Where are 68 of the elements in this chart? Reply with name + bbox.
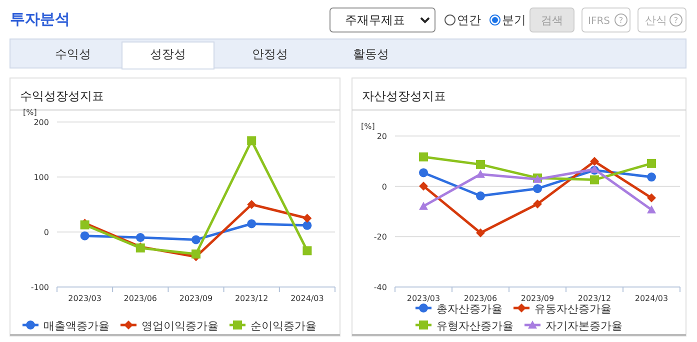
text: 검색 bbox=[541, 14, 563, 27]
point bbox=[302, 214, 312, 223]
x-tick-label: 2023/03 bbox=[68, 294, 102, 303]
point bbox=[476, 228, 485, 238]
point bbox=[419, 152, 428, 162]
legend-label: 자기자본증가율 bbox=[546, 320, 622, 332]
point bbox=[247, 200, 256, 209]
point bbox=[476, 170, 485, 178]
x-tick-label: 2024/03 bbox=[634, 294, 668, 303]
x-tick-label: 2023/09 bbox=[520, 294, 554, 303]
point bbox=[419, 182, 428, 191]
point bbox=[80, 231, 90, 240]
point bbox=[302, 246, 312, 256]
point bbox=[647, 193, 656, 202]
x-tick-label: 2023/06 bbox=[464, 294, 498, 303]
point bbox=[647, 158, 656, 168]
text: 주재무제표 bbox=[345, 13, 405, 27]
point bbox=[533, 184, 542, 194]
legend-label: 순이익증가율 bbox=[250, 320, 316, 332]
point bbox=[647, 205, 656, 214]
point bbox=[136, 233, 145, 242]
x-tick-label: 2024/03 bbox=[290, 294, 324, 303]
x-tick-label: 2023/12 bbox=[578, 294, 612, 303]
y-tick-label: -40 bbox=[374, 283, 387, 292]
y-axis-title: [%] bbox=[23, 108, 37, 117]
text: IFRS bbox=[588, 16, 610, 27]
point bbox=[590, 175, 599, 184]
point bbox=[192, 235, 200, 244]
text: 안정성 bbox=[252, 47, 288, 61]
y-tick-label: 0 bbox=[44, 228, 49, 237]
text: ? bbox=[618, 16, 624, 25]
y-tick-label: 0 bbox=[382, 182, 387, 192]
point bbox=[247, 219, 256, 228]
text: ? bbox=[674, 16, 678, 25]
text: 분기 bbox=[502, 13, 526, 27]
chart-title: 자산성장성지표 bbox=[362, 89, 446, 103]
x-tick-label: 2023/12 bbox=[234, 294, 268, 303]
x-tick-label: 2023/09 bbox=[179, 294, 213, 303]
point bbox=[302, 220, 312, 230]
point bbox=[419, 202, 428, 210]
text: 활동성 bbox=[353, 47, 389, 61]
point bbox=[476, 160, 485, 169]
y-tick-label: -20 bbox=[374, 232, 387, 242]
point bbox=[476, 191, 485, 200]
legend-label: 유형자산증가율 bbox=[436, 320, 514, 332]
y-tick-label: 200 bbox=[34, 118, 49, 127]
x-tick-label: 2023/06 bbox=[124, 294, 158, 303]
y-tick-label: 20 bbox=[376, 132, 387, 141]
legend-label: 영업이익증가율 bbox=[142, 320, 218, 332]
y-tick-label: -100 bbox=[30, 283, 49, 292]
point bbox=[533, 199, 542, 208]
text: 수익성 bbox=[55, 47, 91, 61]
point bbox=[590, 156, 599, 166]
legend-label: 유동자산증가율 bbox=[534, 302, 612, 316]
legend-label: 매출액증가율 bbox=[44, 320, 110, 332]
point bbox=[192, 250, 200, 258]
text: 성장성 bbox=[150, 47, 186, 61]
text: 투자분석 bbox=[10, 10, 70, 28]
y-tick-label: 100 bbox=[34, 173, 49, 182]
x-tick-label: 2023/03 bbox=[406, 294, 440, 303]
point bbox=[419, 168, 428, 178]
legend-label: 총자산증가율 bbox=[436, 302, 502, 316]
point bbox=[647, 172, 656, 182]
text: 산식 bbox=[645, 14, 667, 27]
text: 연간 bbox=[457, 13, 481, 27]
chart-title: 수익성장성지표 bbox=[20, 89, 104, 103]
point bbox=[247, 136, 256, 146]
y-axis-title: [%] bbox=[361, 122, 375, 131]
